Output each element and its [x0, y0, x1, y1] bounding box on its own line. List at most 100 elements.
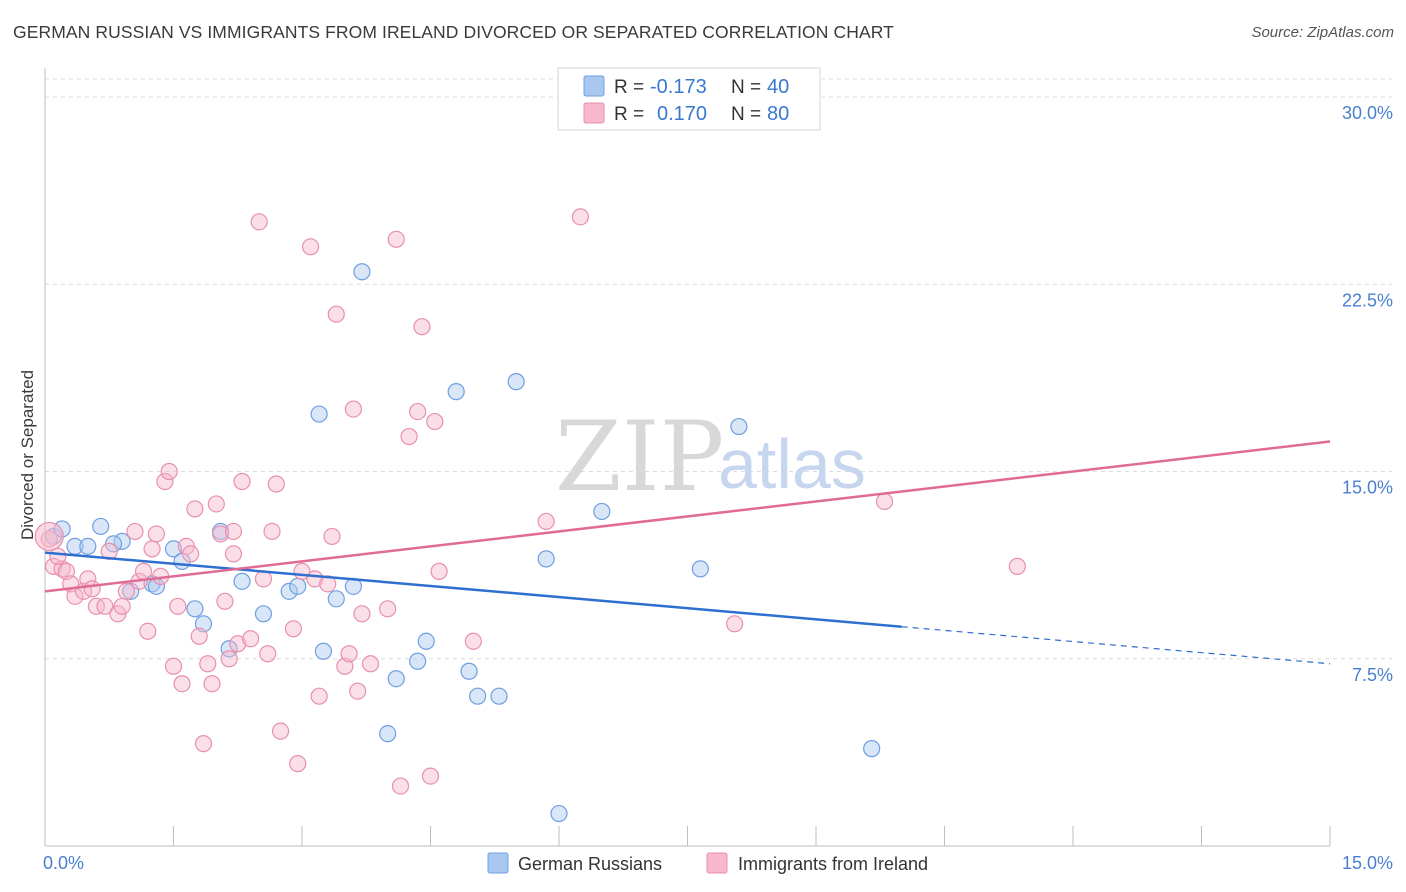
point-immigrants-from-ireland — [426, 412, 444, 431]
point-immigrants-from-ireland — [224, 522, 243, 541]
trend-line-immigrants-from-ireland — [44, 440, 1331, 593]
point-german-russians — [691, 560, 709, 578]
point-german-russians — [863, 740, 881, 758]
point-immigrants-from-ireland — [726, 615, 744, 633]
point-immigrants-from-ireland — [301, 238, 320, 256]
point-german-russians — [507, 373, 525, 391]
watermark: ZIP atlas — [555, 401, 866, 513]
point-german-russians — [593, 502, 611, 521]
point-german-russians — [92, 517, 110, 536]
point-immigrants-from-ireland — [113, 597, 131, 615]
point-immigrants-from-ireland — [430, 562, 448, 580]
axes — [44, 68, 1331, 847]
point-immigrants-from-ireland — [207, 495, 225, 513]
point-german-russians — [537, 550, 555, 568]
legend-r-label-immigrants-from-ireland: R = — [614, 104, 644, 125]
point-immigrants-from-ireland — [212, 525, 230, 543]
point-german-russians — [460, 662, 478, 680]
point-immigrants-from-ireland — [413, 318, 431, 336]
point-immigrants-from-ireland — [173, 675, 191, 693]
point-immigrants-from-ireland — [327, 305, 345, 323]
y-tick-label: 22.5% — [1342, 290, 1393, 310]
point-immigrants-from-ireland — [340, 645, 358, 663]
point-german-russians — [310, 405, 328, 423]
grid-lines — [45, 78, 1392, 660]
point-german-russians — [550, 804, 568, 823]
y-tick-label: 30.0% — [1342, 103, 1393, 123]
point-german-russians — [314, 642, 333, 660]
point-german-russians — [186, 600, 204, 618]
point-immigrants-from-ireland — [199, 655, 217, 673]
point-german-russians — [327, 590, 345, 608]
point-german-russians — [353, 263, 371, 281]
point-immigrants-from-ireland — [379, 600, 397, 618]
point-immigrants-from-ireland — [224, 545, 243, 563]
point-german-russians — [164, 540, 183, 558]
watermark-zip: ZIP — [555, 401, 724, 513]
point-immigrants-from-ireland — [409, 402, 427, 421]
point-immigrants-from-ireland — [263, 522, 281, 541]
point-immigrants-from-ireland — [143, 540, 161, 558]
point-immigrants-from-ireland — [203, 675, 221, 693]
point-immigrants-from-ireland — [169, 597, 187, 615]
bottom-legend-label-immigrants-from-ireland: Immigrants from Ireland — [738, 854, 928, 874]
point-german-russians — [379, 725, 397, 743]
tick-labels: 7.5% 15.0% 22.5% 30.0% 0.0% 15.0% — [43, 103, 1393, 873]
point-immigrants-from-ireland — [571, 208, 590, 226]
point-german-russians — [447, 383, 465, 401]
point-immigrants-from-ireland — [271, 722, 290, 740]
point-immigrants-from-ireland — [387, 230, 405, 248]
point-immigrants-from-ireland — [267, 475, 285, 493]
point-immigrants-from-ireland — [186, 500, 204, 518]
point-immigrants-from-ireland — [134, 562, 153, 580]
point-german-russians — [417, 632, 435, 650]
legend-r-value-german-russians: -0.173 — [650, 76, 707, 98]
point-immigrants-from-ireland — [164, 657, 183, 675]
point-german-russians — [233, 572, 251, 590]
point-german-russians — [79, 537, 97, 556]
point-immigrants-from-ireland — [323, 527, 341, 546]
point-german-russians — [220, 640, 238, 658]
point-immigrants-from-ireland — [96, 597, 114, 615]
y-axis-title: Divorced or Separated — [18, 370, 37, 540]
point-immigrants-from-ireland — [126, 522, 144, 541]
point-german-russians — [280, 582, 298, 600]
point-german-russians — [730, 417, 748, 436]
legend-r-label-german-russians: R = — [614, 77, 644, 98]
legend-n-label-immigrants-from-ireland: N = — [731, 104, 761, 125]
legend-n-value-german-russians: 40 — [767, 76, 789, 98]
point-immigrants-from-ireland-large — [34, 521, 64, 552]
bottom-legend-swatch-immigrants-from-ireland — [706, 852, 728, 874]
point-immigrants-from-ireland — [353, 605, 371, 623]
point-immigrants-from-ireland — [310, 687, 328, 705]
point-immigrants-from-ireland — [284, 620, 303, 638]
point-immigrants-from-ireland — [391, 777, 410, 795]
point-immigrants-from-ireland — [250, 213, 268, 231]
point-immigrants-from-ireland — [400, 427, 418, 446]
point-german-russians — [289, 577, 307, 595]
point-immigrants-from-ireland — [182, 545, 200, 563]
point-immigrants-from-ireland — [190, 627, 208, 645]
point-german-russians — [490, 687, 508, 705]
bottom-legend-label-german-russians: German Russians — [518, 854, 662, 874]
legend-swatch-german-russians — [583, 75, 605, 97]
legend-r-value-immigrants-from-ireland: 0.170 — [657, 103, 707, 125]
point-immigrants-from-ireland — [147, 525, 165, 543]
point-immigrants-from-ireland — [194, 735, 213, 753]
chart-title: GERMAN RUSSIAN VS IMMIGRANTS FROM IRELAN… — [13, 22, 894, 42]
legend-n-label-german-russians: N = — [731, 77, 761, 98]
point-immigrants-from-ireland — [49, 547, 67, 565]
point-immigrants-from-ireland — [259, 645, 277, 663]
point-immigrants-from-ireland — [156, 472, 174, 491]
series-immigrants-from-ireland — [34, 208, 1026, 795]
point-immigrants-from-ireland — [242, 630, 260, 648]
point-immigrants-from-ireland — [160, 462, 178, 481]
point-immigrants-from-ireland — [139, 622, 157, 640]
point-immigrants-from-ireland — [289, 755, 307, 773]
point-immigrants-from-ireland — [117, 582, 135, 600]
point-immigrants-from-ireland — [1008, 557, 1026, 575]
point-immigrants-from-ireland — [233, 472, 251, 491]
legend-swatch-immigrants-from-ireland — [583, 102, 605, 124]
point-immigrants-from-ireland — [216, 592, 234, 610]
